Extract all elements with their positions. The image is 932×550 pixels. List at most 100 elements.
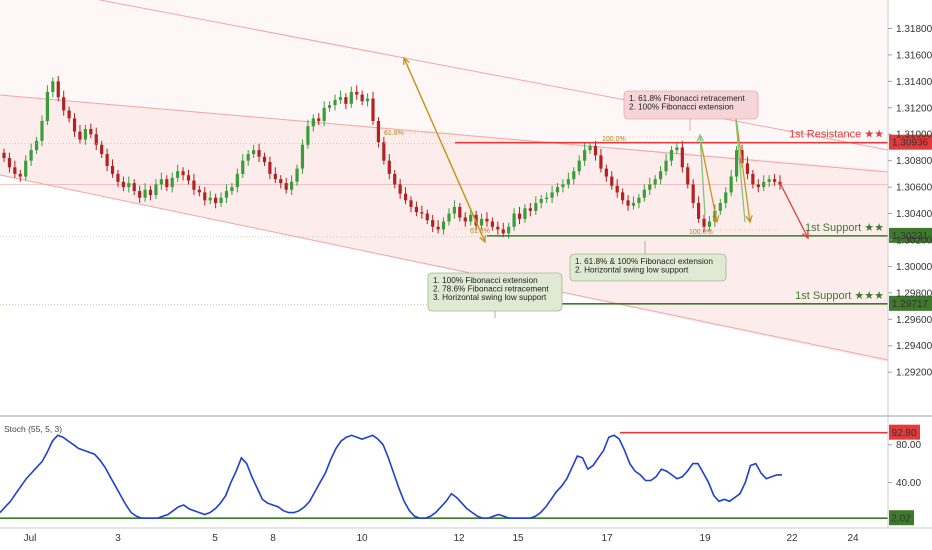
candle-body bbox=[772, 179, 777, 182]
candle-body bbox=[452, 206, 457, 214]
candle-body bbox=[409, 200, 413, 207]
candle-body bbox=[577, 160, 581, 172]
fib-label: 100.0% bbox=[602, 136, 626, 143]
price-tick-label: 1.31200 bbox=[896, 103, 932, 114]
candle-body bbox=[241, 160, 245, 174]
candle-body bbox=[707, 221, 712, 227]
candle-body bbox=[284, 183, 288, 190]
candle-body bbox=[333, 99, 337, 106]
candle-body bbox=[51, 81, 55, 92]
candle-body bbox=[257, 150, 261, 157]
candle-body bbox=[659, 171, 663, 180]
price-tick-label: 1.30400 bbox=[896, 209, 932, 220]
candle-body bbox=[512, 213, 516, 227]
candle-body bbox=[365, 98, 370, 102]
candle-body bbox=[387, 160, 391, 174]
candle-body bbox=[528, 208, 532, 211]
candle-body bbox=[648, 184, 652, 190]
candle-body bbox=[751, 173, 755, 185]
fib-arrow-head bbox=[479, 234, 486, 244]
candle-body bbox=[349, 91, 353, 104]
candle-body bbox=[441, 221, 446, 230]
time-tick-label: 15 bbox=[512, 533, 524, 544]
candle-body bbox=[338, 97, 343, 100]
candle-body bbox=[295, 168, 299, 182]
candle-body bbox=[767, 179, 771, 182]
candle-body bbox=[713, 210, 717, 222]
candle-body bbox=[599, 155, 603, 169]
candle-body bbox=[89, 128, 93, 135]
support-price-label: 1.30231 bbox=[892, 231, 929, 242]
candle-body bbox=[138, 191, 142, 198]
candle-body bbox=[208, 197, 212, 201]
candle-body bbox=[376, 121, 381, 143]
candle-body bbox=[148, 189, 153, 196]
candle-body bbox=[664, 160, 668, 172]
time-tick-label: 5 bbox=[212, 533, 218, 544]
candle-body bbox=[246, 154, 250, 161]
candle-body bbox=[583, 150, 587, 161]
time-tick-label: 10 bbox=[356, 533, 368, 544]
candle-body bbox=[56, 81, 60, 98]
candle-body bbox=[490, 221, 494, 227]
candle-body bbox=[734, 150, 739, 177]
time-axis[interactable]: Jul 3 5 8 10 12 15 17 19 22 24 bbox=[24, 533, 859, 544]
candle-body bbox=[403, 193, 408, 201]
note-line: 1. 61.8% Fibonacci retracement bbox=[629, 94, 745, 103]
candle-body bbox=[18, 173, 22, 177]
candle-body bbox=[197, 189, 201, 193]
note-box bbox=[569, 253, 727, 282]
candle-body bbox=[127, 183, 131, 188]
candle-body bbox=[507, 226, 511, 234]
resistance-price-tag bbox=[889, 134, 932, 150]
candle-body bbox=[610, 176, 614, 186]
candle-body bbox=[561, 184, 565, 188]
candle-body bbox=[431, 220, 435, 227]
note-line: 2. 100% Fibonacci extension bbox=[629, 103, 734, 112]
candle-body bbox=[653, 179, 657, 185]
candle-body bbox=[7, 158, 12, 168]
candle-body bbox=[637, 197, 641, 203]
candle-body bbox=[311, 118, 315, 127]
note-line: 1. 100% Fibonacci extension bbox=[433, 276, 538, 285]
note-line: 2. 78.6% Fibonacci retracement bbox=[433, 285, 549, 294]
candle-body bbox=[393, 173, 397, 185]
candle-body bbox=[355, 91, 359, 95]
resistance-label: 1st Resistance ★★ bbox=[789, 129, 884, 141]
stoch-upper-label: 92.80 bbox=[891, 428, 916, 439]
projection-arrow bbox=[779, 182, 809, 239]
stoch-lower-tag bbox=[889, 510, 914, 526]
price-axis[interactable]: 1.31800 1.31600 1.31400 1.31200 1.31000 1.308… bbox=[888, 24, 932, 379]
candle-body bbox=[121, 181, 125, 188]
candle-body bbox=[13, 167, 17, 174]
candle-body bbox=[24, 160, 28, 177]
candle-body bbox=[436, 226, 440, 230]
candle-body bbox=[67, 110, 71, 119]
candle-body bbox=[40, 121, 44, 141]
candle-body bbox=[45, 91, 50, 122]
note-line: 2. Horizontal swing low support bbox=[575, 266, 689, 275]
candle-body bbox=[219, 197, 223, 203]
note-line: 3. Horizontal swing low support bbox=[433, 293, 547, 302]
candle-body bbox=[718, 202, 722, 211]
channel-top-line bbox=[99, 0, 889, 151]
fib-label: 61.8% bbox=[384, 130, 404, 137]
stoch-lower-label: 2.02 bbox=[891, 514, 911, 525]
candle-body bbox=[604, 168, 608, 177]
candle-body bbox=[224, 191, 229, 198]
price-tick-label: 1.29800 bbox=[896, 288, 932, 299]
note-box bbox=[623, 90, 759, 120]
candle-body bbox=[566, 179, 570, 185]
candle-body bbox=[300, 144, 305, 169]
note-line: 1. 61.8% & 100% Fibonacci extension bbox=[575, 257, 713, 266]
stochastic-pane: Stoch (55, 5, 3) bbox=[0, 424, 888, 520]
candle-body bbox=[29, 150, 33, 161]
candle-body bbox=[322, 107, 326, 122]
support-price-tag bbox=[889, 295, 932, 311]
candle-body bbox=[631, 202, 636, 206]
candle-body bbox=[344, 97, 348, 104]
stoch-axis[interactable]: 80.00 40.00 92.80 2.02 bbox=[888, 424, 921, 526]
candle-body bbox=[523, 208, 527, 219]
stoch-tick-label: 40.00 bbox=[896, 478, 921, 489]
